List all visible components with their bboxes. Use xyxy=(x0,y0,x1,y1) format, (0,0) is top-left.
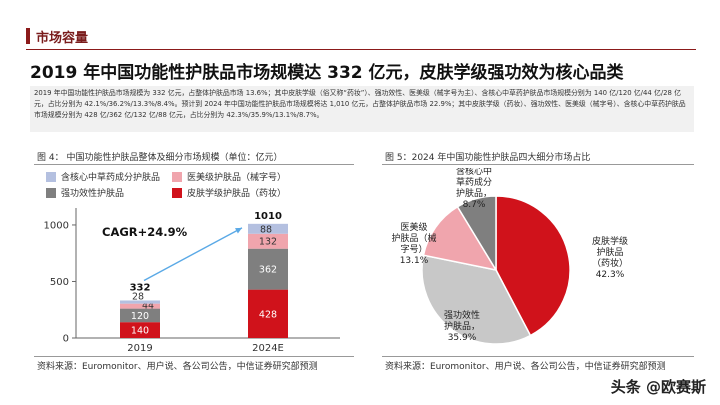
bar-segment xyxy=(120,300,160,304)
right-chart-title: 图 5：2024 年中国功能性护肤品四大细分市场占比 xyxy=(385,153,591,163)
x-tick-label: 2019 xyxy=(127,343,152,352)
bar-total-label: 1010 xyxy=(254,211,282,222)
right-title-rule xyxy=(382,164,694,165)
y-tick-label: 500 xyxy=(50,277,69,288)
left-source-rule xyxy=(34,356,354,357)
pie-slice-label: 皮肤学级护肤品（药妆） 42.3% xyxy=(592,235,628,280)
section-tag-marker xyxy=(26,28,30,44)
pie-slice-label: 强功效性护肤品， 35.9% xyxy=(444,309,480,343)
bar-value-label: 44 xyxy=(142,301,154,312)
pie-slice xyxy=(495,195,571,337)
x-tick-label: 2024E xyxy=(252,343,284,352)
bar-value-label: 428 xyxy=(259,309,277,320)
top-bar xyxy=(0,0,720,48)
section-label: 市场容量 xyxy=(36,31,89,46)
bar-value-label: 132 xyxy=(259,237,277,248)
legend-label-medical: 医美级护肤品（械字号） xyxy=(187,173,287,183)
legend-label-efficacy: 强功效性护肤品 xyxy=(61,189,125,199)
bar-value-label: 362 xyxy=(259,265,277,276)
cagr-annotation: CAGR+24.9% xyxy=(102,225,188,239)
bar-segment xyxy=(248,233,288,249)
bar-value-label: 28 xyxy=(132,291,144,302)
legend-item-medical: 医美级护肤品（械字号） xyxy=(172,170,286,183)
bar-value-label: 120 xyxy=(131,311,149,322)
pie-slice xyxy=(421,254,532,345)
bar-segment xyxy=(120,322,160,338)
legend-label-derm: 皮肤学级护肤品（药妆） xyxy=(187,189,287,199)
bar-segment xyxy=(248,223,288,234)
bar-segment xyxy=(120,303,160,309)
pie-slice xyxy=(422,205,498,272)
y-tick-label: 1000 xyxy=(44,220,69,231)
y-tick-label: 0 xyxy=(63,334,69,345)
bar-total-label: 332 xyxy=(130,282,151,293)
bar-segment xyxy=(120,308,160,323)
cagr-arrow-line xyxy=(143,227,243,282)
legend-label-herbal: 含核心中草药成分护肤品 xyxy=(61,173,161,183)
left-chart-title: 图 4： 中国功能性护肤品整体及细分市场规模（单位：亿元） xyxy=(37,153,283,163)
legend-swatch-medical xyxy=(172,171,182,182)
pie-chart: 皮肤学级护肤品（药妆） 42.3% 强功效性护肤品， 35.9% 医美级护肤品（械字号）… xyxy=(391,168,628,345)
summary-text: 2019 年中国功能性护肤品市场规模为 332 亿元，占整体护肤品市场 13.6… xyxy=(30,86,694,132)
pie-slice-label: 医美级护肤品（械字号） 13.1% xyxy=(391,221,436,266)
bar-segment xyxy=(248,289,288,338)
cagr-arrow-head xyxy=(235,227,242,234)
legend-item-derm: 皮肤学级护肤品（药妆） xyxy=(172,186,286,199)
legend-swatch-derm xyxy=(172,187,182,198)
right-source-rule xyxy=(382,356,694,357)
right-source-note: 资料来源：Euromonitor、用户说、各公司公告，中信证券研究部预测 xyxy=(385,362,666,372)
left-source-note: 资料来源：Euromonitor、用户说、各公司公告，中信证券研究部预测 xyxy=(37,362,318,372)
bar-value-label: 140 xyxy=(131,326,149,337)
pie-slice xyxy=(456,195,497,273)
watermark-text: 头条 @欧赛斯 xyxy=(610,378,706,396)
bar-segment xyxy=(248,248,288,290)
bar-value-label: 88 xyxy=(260,224,272,235)
page-headline: 2019 年中国功能性护肤品市场规模达 332 亿元，皮肤学级强功效为核心品类 xyxy=(30,63,624,83)
legend-swatch-herbal xyxy=(46,171,56,182)
legend-item-herbal: 含核心中草药成分护肤品 xyxy=(46,170,160,183)
pie-slice-label: 含核心中草药成分护肤品， 8.7% xyxy=(456,168,492,210)
legend-item-efficacy: 强功效性护肤品 xyxy=(46,186,124,199)
legend-swatch-efficacy xyxy=(46,187,56,198)
left-title-rule xyxy=(34,164,354,165)
header-rule xyxy=(26,49,696,50)
